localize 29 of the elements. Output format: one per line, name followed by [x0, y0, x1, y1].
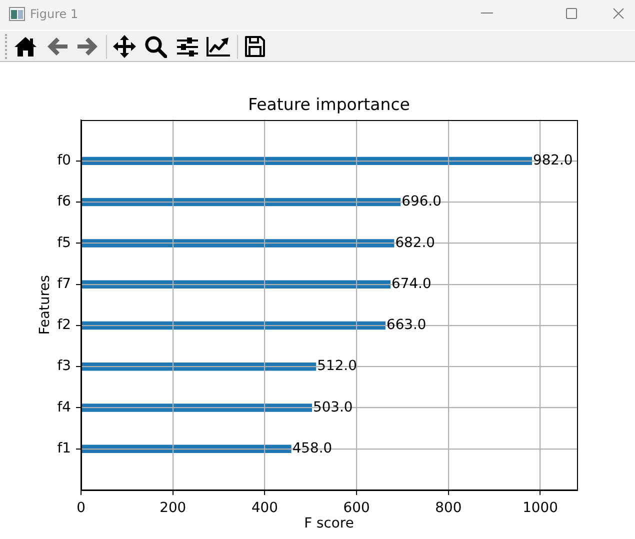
y-tick-label: f2 — [57, 317, 71, 334]
data-label: 458.0 — [292, 440, 332, 456]
x-tick-label: 400 — [251, 500, 278, 516]
x-tick-label: 200 — [160, 500, 186, 516]
data-label: 982.0 — [532, 152, 573, 169]
y-axis-title: Features — [36, 275, 53, 335]
bar — [82, 404, 312, 412]
bar — [82, 239, 394, 248]
data-label: 663.0 — [386, 317, 426, 334]
chart-title: Feature importance — [248, 95, 410, 114]
y-tick-label: f3 — [57, 358, 71, 374]
x-tick-label: 0 — [76, 500, 86, 516]
x-tick-label: 800 — [435, 500, 462, 516]
x-tick-label: 1000 — [522, 500, 558, 516]
caption: Figure 1 — [30, 7, 78, 21]
x-tick-label: 600 — [343, 500, 370, 516]
data-label: 512.0 — [317, 358, 357, 374]
y-tick-label: f4 — [57, 399, 72, 416]
y-tick-label: f1 — [57, 440, 71, 456]
y-tick-label: f6 — [57, 194, 71, 210]
y-tick-label: f5 — [57, 234, 71, 251]
y-tick-label: f7 — [57, 276, 71, 292]
data-label: 503.0 — [313, 399, 353, 416]
data-label: 696.0 — [402, 194, 442, 210]
bar — [82, 280, 391, 288]
data-label: 674.0 — [392, 276, 432, 292]
data-label: 682.0 — [395, 234, 435, 251]
y-tick-label: f0 — [57, 152, 71, 169]
x-axis-title: F score — [304, 515, 354, 532]
